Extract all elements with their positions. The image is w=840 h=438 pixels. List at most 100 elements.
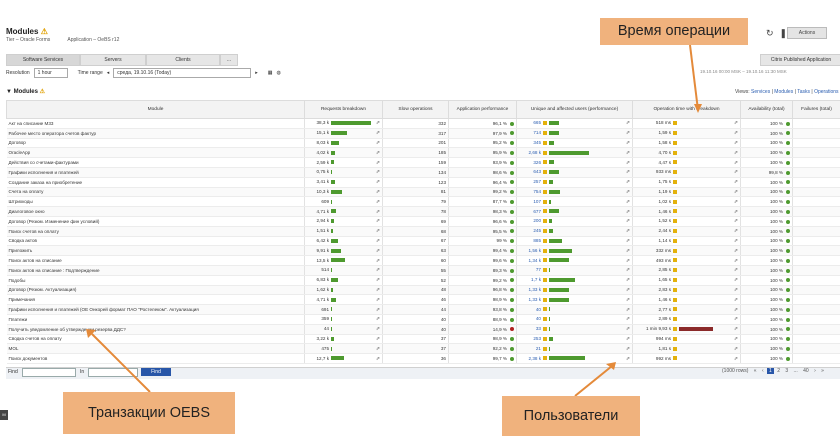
external-link-icon[interactable]: ⇗ bbox=[625, 179, 630, 186]
external-link-icon[interactable]: ⇗ bbox=[375, 326, 380, 333]
external-link-icon[interactable]: ⇗ bbox=[375, 257, 380, 264]
external-link-icon[interactable]: ⇗ bbox=[375, 198, 380, 205]
tab-more[interactable]: ... bbox=[220, 54, 238, 66]
view-services-link[interactable]: Services bbox=[751, 89, 771, 95]
module-cell[interactable]: Поиск актов на списание : Подтверждение bbox=[6, 265, 305, 276]
module-cell[interactable]: Сводка актов bbox=[6, 236, 305, 247]
module-link[interactable]: Рабочее место оператора счетов фактур bbox=[8, 130, 97, 136]
module-link[interactable]: OracleApp bbox=[8, 150, 31, 156]
external-link-icon[interactable]: ⇗ bbox=[733, 208, 738, 215]
external-link-icon[interactable]: ⇗ bbox=[625, 159, 630, 166]
tab-citrix[interactable]: Citrix Published Application bbox=[760, 54, 840, 66]
module-cell[interactable]: Платежи bbox=[6, 314, 305, 325]
module-link[interactable]: Договор bbox=[8, 140, 26, 146]
module-link[interactable]: Подобы bbox=[8, 277, 26, 283]
find-button[interactable]: Find bbox=[141, 368, 171, 376]
external-link-icon[interactable]: ⇗ bbox=[625, 130, 630, 137]
external-link-icon[interactable]: ⇗ bbox=[733, 159, 738, 166]
external-link-icon[interactable]: ⇗ bbox=[625, 247, 630, 254]
external-link-icon[interactable]: ⇗ bbox=[625, 296, 630, 303]
page-1-button[interactable]: 1 bbox=[767, 368, 774, 374]
module-link[interactable]: Платежи bbox=[8, 316, 28, 322]
col-perf[interactable]: Application performance bbox=[448, 100, 517, 119]
external-link-icon[interactable]: ⇗ bbox=[375, 139, 380, 146]
module-cell[interactable]: Акт на списание М33 bbox=[6, 118, 305, 129]
page-2-button[interactable]: 2 bbox=[777, 368, 780, 374]
view-tasks-link[interactable]: Tasks bbox=[797, 89, 810, 95]
external-link-icon[interactable]: ⇗ bbox=[733, 267, 738, 274]
external-link-icon[interactable]: ⇗ bbox=[625, 277, 630, 284]
module-cell[interactable]: Поиск актов на списание bbox=[6, 255, 305, 266]
external-link-icon[interactable]: ⇗ bbox=[733, 149, 738, 156]
module-link[interactable]: Штрихкоды bbox=[8, 199, 33, 205]
in-select[interactable] bbox=[88, 368, 138, 377]
external-link-icon[interactable]: ⇗ bbox=[625, 208, 630, 215]
module-link[interactable]: Акт на списание М33 bbox=[8, 120, 54, 126]
external-link-icon[interactable]: ⇗ bbox=[375, 218, 380, 225]
table-row[interactable]: Поиск счетов на оплату ⇗ 1,51 k 68 95,5 % ⇗ 24… bbox=[6, 226, 840, 237]
table-row[interactable]: Поиск актов на списание ⇗ 13,5 k 60 99,6 % ⇗ 1… bbox=[6, 255, 840, 266]
table-row[interactable]: Счета на оплату ⇗ 10,3 k 81 99,2 % ⇗ 754 ⇗ 1,19 … bbox=[6, 187, 840, 198]
col-requests[interactable]: Requests breakdown bbox=[304, 100, 383, 119]
find-input[interactable] bbox=[22, 368, 76, 377]
module-cell[interactable]: Счета на оплату bbox=[6, 187, 305, 198]
col-users[interactable]: Unique and affected users (performance) bbox=[516, 100, 633, 119]
external-link-icon[interactable]: ⇗ bbox=[375, 267, 380, 274]
table-row[interactable]: Подобы ⇗ 6,83 k 52 99,2 % ⇗ 1,7 k ⇗ 1,65 s 100 % bbox=[6, 275, 840, 286]
external-link-icon[interactable]: ⇗ bbox=[375, 130, 380, 137]
external-link-icon[interactable]: ⇗ bbox=[625, 355, 630, 362]
module-link[interactable]: Счета на оплату bbox=[8, 189, 44, 195]
external-link-icon[interactable]: ⇗ bbox=[625, 237, 630, 244]
view-operations-link[interactable]: Operations bbox=[814, 89, 839, 95]
next-page-button[interactable]: › bbox=[814, 368, 816, 374]
external-link-icon[interactable]: ⇗ bbox=[733, 188, 738, 195]
table-row[interactable]: Штрихкоды ⇗ 609 79 87,7 % ⇗ 107 ⇗ 1,02 s 100 % bbox=[6, 196, 840, 208]
external-link-icon[interactable]: ⇗ bbox=[625, 218, 630, 225]
chevron-right-icon[interactable]: ▸ bbox=[255, 70, 258, 76]
module-cell[interactable]: Диалоговое окно bbox=[6, 206, 305, 217]
external-link-icon[interactable]: ⇗ bbox=[375, 345, 380, 352]
module-cell[interactable]: Примечания bbox=[6, 294, 305, 306]
external-link-icon[interactable]: ⇗ bbox=[375, 120, 380, 127]
table-row[interactable]: Поиск документов ⇗ 12,7 k 36 99,7 % ⇗ 2,38 k ⇗ 9… bbox=[6, 353, 840, 364]
module-cell[interactable]: Рабочее место оператора счетов фактур bbox=[6, 128, 305, 139]
external-link-icon[interactable]: ⇗ bbox=[625, 169, 630, 176]
external-link-icon[interactable]: ⇗ bbox=[375, 277, 380, 284]
module-link[interactable]: Графики исполнения и платежей bbox=[8, 169, 79, 175]
view-modules-link[interactable]: Modules bbox=[774, 89, 794, 95]
table-row[interactable]: Платежи ⇗ 359 40 88,9 % ⇗ 40 ⇗ 2,89 s 100 % bbox=[6, 314, 840, 325]
table-row[interactable]: Приложить ⇗ 9,91 k 63 99,4 % ⇗ 1,56 k ⇗ 332 ms 10… bbox=[6, 245, 840, 257]
table-row[interactable]: Договор (Резюм. Изменение фин условий) ⇗ 2… bbox=[6, 216, 840, 227]
external-link-icon[interactable]: ⇗ bbox=[733, 306, 738, 313]
external-link-icon[interactable]: ⇗ bbox=[375, 335, 380, 342]
module-cell[interactable]: Сводка счетов на оплату bbox=[6, 334, 305, 345]
module-link[interactable]: Сводка счетов на оплату bbox=[8, 336, 62, 342]
external-link-icon[interactable]: ⇗ bbox=[375, 169, 380, 176]
external-link-icon[interactable]: ⇗ bbox=[733, 169, 738, 176]
tab-software-services[interactable]: Software Services bbox=[6, 54, 80, 66]
table-row[interactable]: Получить уведомление об утверждении резе… bbox=[6, 324, 840, 335]
external-link-icon[interactable]: ⇗ bbox=[375, 208, 380, 215]
external-link-icon[interactable]: ⇗ bbox=[625, 139, 630, 146]
module-cell[interactable]: Приложить bbox=[6, 245, 305, 257]
external-link-icon[interactable]: ⇗ bbox=[625, 228, 630, 235]
external-link-icon[interactable]: ⇗ bbox=[375, 296, 380, 303]
external-link-icon[interactable]: ⇗ bbox=[733, 326, 738, 333]
external-link-icon[interactable]: ⇗ bbox=[733, 257, 738, 264]
external-link-icon[interactable]: ⇗ bbox=[625, 345, 630, 352]
module-link[interactable]: Получить уведомление об утверждении резе… bbox=[8, 326, 126, 332]
module-link[interactable]: Примечания bbox=[8, 297, 36, 303]
module-link[interactable]: Графики исполнения и платежей (ОЕ Онкоре… bbox=[8, 307, 199, 313]
tab-servers[interactable]: Servers bbox=[80, 54, 146, 66]
col-failures[interactable]: Failures (total) bbox=[792, 100, 840, 119]
module-link[interactable]: Создание заказа на приобретение bbox=[8, 179, 83, 185]
external-link-icon[interactable]: ⇗ bbox=[733, 228, 738, 235]
module-link[interactable]: Поиск счетов на оплату bbox=[8, 228, 59, 234]
external-link-icon[interactable]: ⇗ bbox=[733, 218, 738, 225]
sidebar-tab-icon[interactable]: M bbox=[0, 410, 8, 420]
external-link-icon[interactable]: ⇗ bbox=[733, 247, 738, 254]
external-link-icon[interactable]: ⇗ bbox=[733, 296, 738, 303]
first-page-button[interactable]: « bbox=[753, 368, 757, 374]
external-link-icon[interactable]: ⇗ bbox=[733, 139, 738, 146]
